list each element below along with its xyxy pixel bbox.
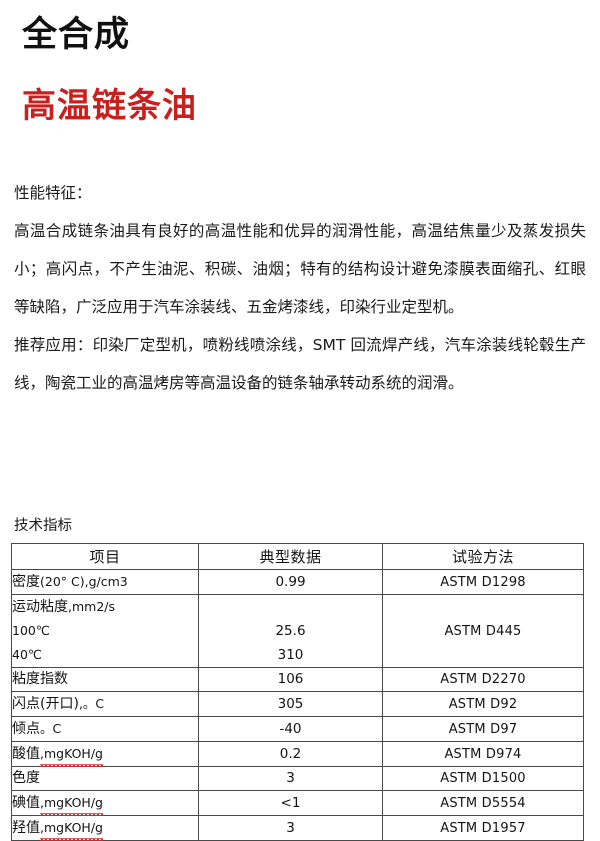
spec-method-cell: ASTM D974 [382,741,584,767]
spec-value-cell: <1 [198,790,383,816]
table-row: 闪点(开口),。C 305 ASTM D92 [11,691,584,717]
spec-item-cell: 闪点(开口),。C [11,691,199,717]
spec-value-cell: 0.2 [198,741,383,767]
spec-item-cell: 色度 [11,766,199,791]
spec-item-name: 密度 [12,574,40,590]
description-section: 性能特征： 高温合成链条油具有良好的高温性能和优异的润滑性能，高温结焦量少及蒸发… [14,174,590,402]
table-row: 羟值,mgKOH/g 3 ASTM D1957 [11,815,584,841]
column-header-item: 项目 [11,543,199,570]
spec-item-cell: 倾点。C [11,716,199,742]
spec-method-cell: ASTM D1500 [382,766,584,791]
table-row: 酸值,mgKOH/g 0.2 ASTM D974 [11,741,584,767]
applications-paragraph: 推荐应用：印染厂定型机，喷粉线喷涂线，SMT 回流焊产线，汽车涂装线轮毂生产线，… [14,336,586,392]
spec-value-cell: 3 [198,815,383,841]
table-row: 色度 3 ASTM D1500 [11,766,584,791]
spec-section-label: 技术指标 [14,518,72,534]
spec-value-cell: 305 [198,691,383,717]
table-row: 倾点。C -40 ASTM D97 [11,716,584,742]
spec-item-unit: 。C [40,721,62,736]
spec-method-cell: ASTM D2270 [382,667,584,692]
table-row: 粘度指数 106 ASTM D2270 [11,667,584,692]
column-header-method: 试验方法 [382,543,584,570]
features-paragraph: 高温合成链条油具有良好的高温性能和优异的润滑性能，高温结焦量少及蒸发损失小；高闪… [14,222,586,316]
spec-item-cell: 羟值,mgKOH/g [11,815,199,841]
spec-method-cell: ASTM D5554 [382,790,584,816]
spec-item-subline: 100℃ [12,623,50,638]
features-label: 性能特征： [14,184,92,202]
spec-item-cell: 碘值,mgKOH/g [11,790,199,816]
spec-value-subline: 25.6 [275,623,306,639]
page-title-secondary: 高温链条油 [22,86,197,126]
spec-item-unit-misspelled: ,mgKOH/g [40,742,103,767]
table-row: 密度(20° C),g/cm3 0.99 ASTM D1298 [11,569,584,595]
spec-item-cell: 酸值,mgKOH/g [11,741,199,767]
spec-item-subline: 40℃ [12,647,42,662]
spec-value-subline: 310 [277,647,304,663]
spec-value-cell: 106 [198,667,383,692]
spec-item-name: 粘度指数 [12,671,68,687]
spec-value-cell: 0.99 [198,569,383,595]
spec-item-unit: (20° C),g/cm3 [40,574,128,589]
spec-item-unit: ,。C [78,696,105,711]
spec-item-name: 倾点 [12,721,40,737]
spec-item-cell: 粘度指数 [11,667,199,692]
spec-method-cell: ASTM D445 [382,594,584,668]
spec-item-name: 酸值 [12,746,40,762]
spec-method-cell: ASTM D1298 [382,569,584,595]
page-title-primary: 全合成 [22,15,131,55]
spec-method-cell: ASTM D97 [382,716,584,742]
spec-item-cell: 运动粘度,mm2/s 100℃ 40℃ [11,594,199,668]
table-header-row: 项目 典型数据 试验方法 [11,543,584,570]
technical-spec-table: 项目 典型数据 试验方法 密度(20° C),g/cm3 0.99 ASTM D12… [11,543,584,841]
spec-item-name: 羟值 [12,820,40,836]
column-header-value: 典型数据 [198,543,383,570]
spec-method-cell: ASTM D92 [382,691,584,717]
product-datasheet-page: 全合成 高温链条油 性能特征： 高温合成链条油具有良好的高温性能和优异的润滑性能… [11,15,590,841]
spec-item-unit-misspelled: ,mgKOH/g [40,816,103,841]
spec-value-cell: 3 [198,766,383,791]
spec-item-name: 色度 [12,770,40,786]
spec-method-cell: ASTM D1957 [382,815,584,841]
spec-item-name: 运动粘度 [12,599,68,615]
table-row: 碘值,mgKOH/g <1 ASTM D5554 [11,790,584,816]
spec-item-unit: ,mm2/s [68,599,116,614]
spec-item-name: 闪点(开口) [12,696,79,712]
spec-value-cell: -40 [198,716,383,742]
spec-item-name: 碘值 [12,795,40,811]
spec-item-unit-misspelled: ,mgKOH/g [40,791,103,816]
spec-item-cell: 密度(20° C),g/cm3 [11,569,199,595]
